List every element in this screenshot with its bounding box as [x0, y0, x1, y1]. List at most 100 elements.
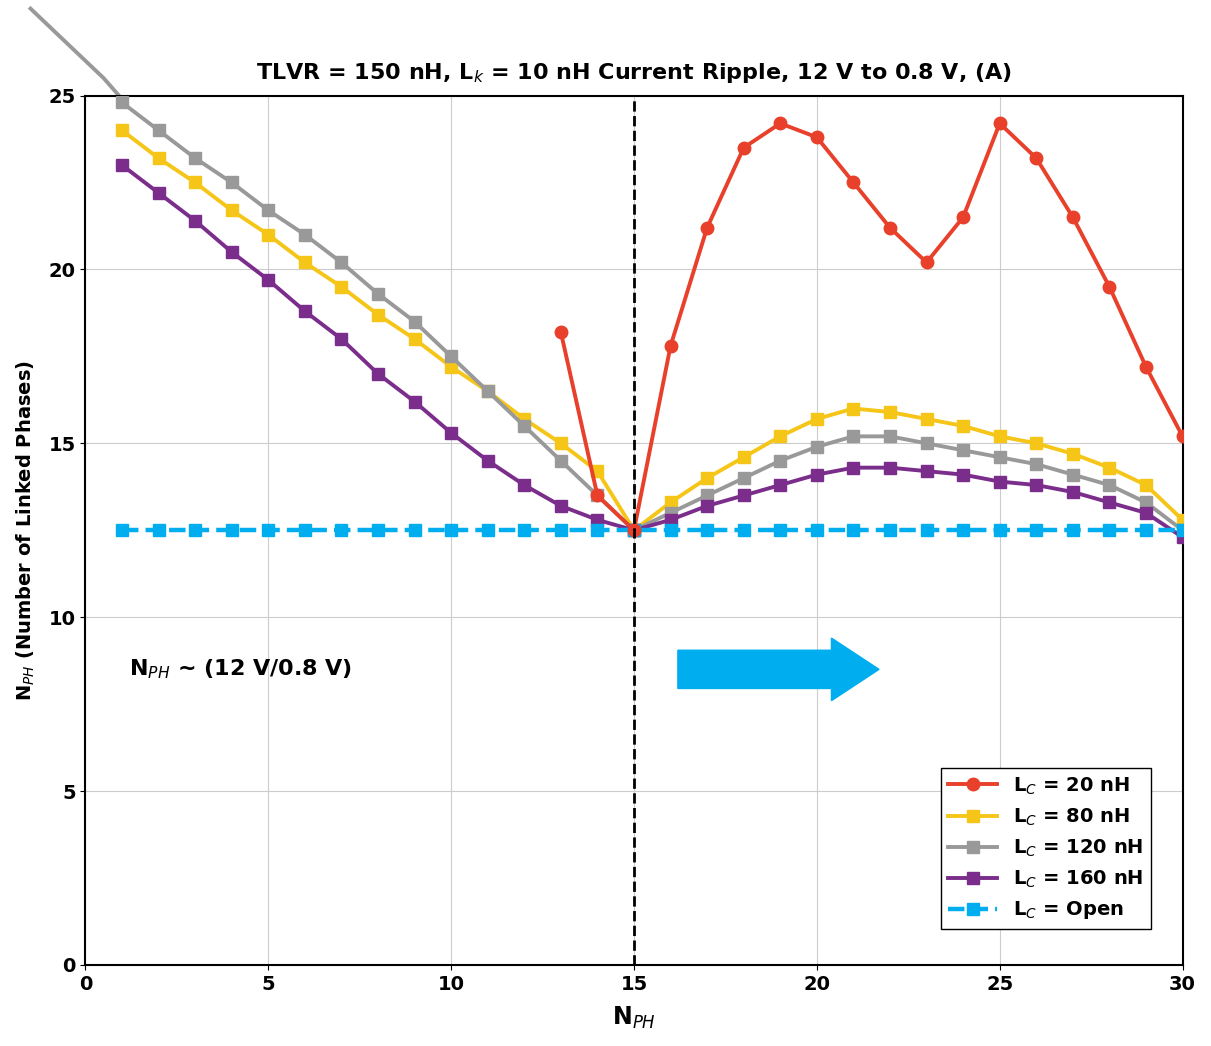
L$_C$ = 120 nH — [1176, 524, 1190, 537]
L$_C$ = 160 nH — [334, 333, 349, 345]
L$_C$ = Open — [334, 524, 349, 537]
L$_C$ = Open — [115, 524, 130, 537]
L$_C$ = 80 nH — [224, 204, 239, 217]
L$_C$ = Open — [1029, 524, 1044, 537]
L$_C$ = 120 nH — [664, 506, 678, 519]
L$_C$ = 80 nH — [481, 385, 495, 397]
L$_C$ = 160 nH — [993, 475, 1008, 487]
L$_C$ = Open — [846, 524, 861, 537]
L$_C$ = 160 nH — [773, 479, 787, 492]
L$_C$ = Open — [736, 524, 751, 537]
L$_C$ = 120 nH — [773, 454, 787, 467]
L$_C$ = 120 nH — [919, 437, 934, 450]
L$_C$ = 160 nH — [1176, 531, 1190, 544]
L$_C$ = 20 nH — [1102, 280, 1117, 293]
L$_C$ = 20 nH — [736, 141, 751, 154]
L$_C$ = Open — [1066, 524, 1080, 537]
L$_C$ = 160 nH — [919, 464, 934, 477]
L$_C$ = 20 nH — [773, 117, 787, 130]
L$_C$ = 20 nH — [993, 117, 1008, 130]
L$_C$ = 120 nH — [1138, 496, 1153, 508]
L$_C$ = 160 nH — [1029, 479, 1044, 492]
L$_C$ = Open — [1102, 524, 1117, 537]
Line: L$_C$ = 160 nH: L$_C$ = 160 nH — [116, 159, 1189, 544]
L$_C$ = 160 nH — [955, 469, 970, 481]
X-axis label: N$_{PH}$: N$_{PH}$ — [612, 1005, 656, 1031]
L$_C$ = Open — [883, 524, 897, 537]
L$_C$ = 20 nH — [664, 340, 678, 353]
L$_C$ = Open — [224, 524, 239, 537]
L$_C$ = 80 nH — [298, 256, 312, 269]
L$_C$ = 160 nH — [590, 514, 604, 526]
L$_C$ = 20 nH — [700, 222, 714, 234]
Line: L$_C$ = 120 nH: L$_C$ = 120 nH — [116, 96, 1189, 537]
L$_C$ = 80 nH — [664, 496, 678, 508]
L$_C$ = 120 nH — [188, 152, 202, 164]
L$_C$ = 160 nH — [553, 500, 568, 513]
L$_C$ = 80 nH — [115, 124, 130, 137]
L$_C$ = Open — [188, 524, 202, 537]
L$_C$ = 120 nH — [407, 315, 421, 327]
L$_C$ = Open — [627, 524, 642, 537]
L$_C$ = 160 nH — [736, 490, 751, 502]
L$_C$ = 160 nH — [1138, 506, 1153, 519]
L$_C$ = Open — [553, 524, 568, 537]
L$_C$ = 120 nH — [298, 228, 312, 241]
L$_C$ = 80 nH — [1176, 514, 1190, 526]
L$_C$ = 120 nH — [517, 419, 532, 432]
L$_C$ = 80 nH — [188, 176, 202, 188]
L$_C$ = 160 nH — [627, 524, 642, 537]
L$_C$ = 80 nH — [883, 406, 897, 418]
Line: L$_C$ = Open: L$_C$ = Open — [116, 524, 1189, 537]
L$_C$ = 80 nH — [700, 472, 714, 484]
L$_C$ = 160 nH — [1066, 485, 1080, 498]
Legend: L$_C$ = 20 nH, L$_C$ = 80 nH, L$_C$ = 120 nH, L$_C$ = 160 nH, L$_C$ = Open: L$_C$ = 20 nH, L$_C$ = 80 nH, L$_C$ = 12… — [941, 768, 1150, 929]
L$_C$ = 120 nH — [262, 204, 276, 217]
L$_C$ = 20 nH — [627, 524, 642, 537]
L$_C$ = Open — [664, 524, 678, 537]
L$_C$ = 80 nH — [773, 430, 787, 442]
L$_C$ = 120 nH — [481, 385, 495, 397]
L$_C$ = 160 nH — [371, 367, 385, 380]
L$_C$ = 160 nH — [700, 500, 714, 513]
L$_C$ = 160 nH — [846, 461, 861, 474]
L$_C$ = 160 nH — [664, 514, 678, 526]
L$_C$ = Open — [1176, 524, 1190, 537]
L$_C$ = 160 nH — [407, 395, 421, 408]
L$_C$ = 20 nH — [955, 211, 970, 224]
L$_C$ = 120 nH — [846, 430, 861, 442]
L$_C$ = 160 nH — [115, 159, 130, 172]
L$_C$ = 80 nH — [590, 464, 604, 477]
L$_C$ = 120 nH — [553, 454, 568, 467]
L$_C$ = Open — [407, 524, 421, 537]
L$_C$ = Open — [481, 524, 495, 537]
L$_C$ = 160 nH — [262, 274, 276, 287]
L$_C$ = Open — [151, 524, 166, 537]
L$_C$ = 80 nH — [151, 152, 166, 164]
L$_C$ = 20 nH — [553, 325, 568, 338]
L$_C$ = 120 nH — [1102, 479, 1117, 492]
L$_C$ = 80 nH — [517, 413, 532, 426]
L$_C$ = 20 nH — [1176, 430, 1190, 442]
Title: TLVR = 150 nH, L$_k$ = 10 nH Current Ripple, 12 V to 0.8 V, (A): TLVR = 150 nH, L$_k$ = 10 nH Current Rip… — [256, 61, 1012, 85]
L$_C$ = 120 nH — [444, 350, 459, 363]
L$_C$ = 120 nH — [627, 524, 642, 537]
L$_C$ = 80 nH — [1066, 448, 1080, 460]
Text: N$_{PH}$ ~ (12 V/0.8 V): N$_{PH}$ ~ (12 V/0.8 V) — [130, 658, 352, 681]
L$_C$ = 80 nH — [736, 451, 751, 463]
L$_C$ = 80 nH — [1029, 437, 1044, 450]
L$_C$ = 160 nH — [224, 246, 239, 258]
L$_C$ = 160 nH — [188, 214, 202, 227]
L$_C$ = 120 nH — [1029, 458, 1044, 471]
L$_C$ = Open — [955, 524, 970, 537]
L$_C$ = Open — [919, 524, 934, 537]
L$_C$ = 80 nH — [444, 361, 459, 373]
L$_C$ = 120 nH — [810, 440, 825, 453]
L$_C$ = Open — [298, 524, 312, 537]
L$_C$ = 20 nH — [1029, 152, 1044, 164]
L$_C$ = 80 nH — [371, 309, 385, 321]
L$_C$ = 80 nH — [846, 403, 861, 415]
L$_C$ = 120 nH — [1066, 469, 1080, 481]
L$_C$ = 20 nH — [1066, 211, 1080, 224]
L$_C$ = 120 nH — [883, 430, 897, 442]
